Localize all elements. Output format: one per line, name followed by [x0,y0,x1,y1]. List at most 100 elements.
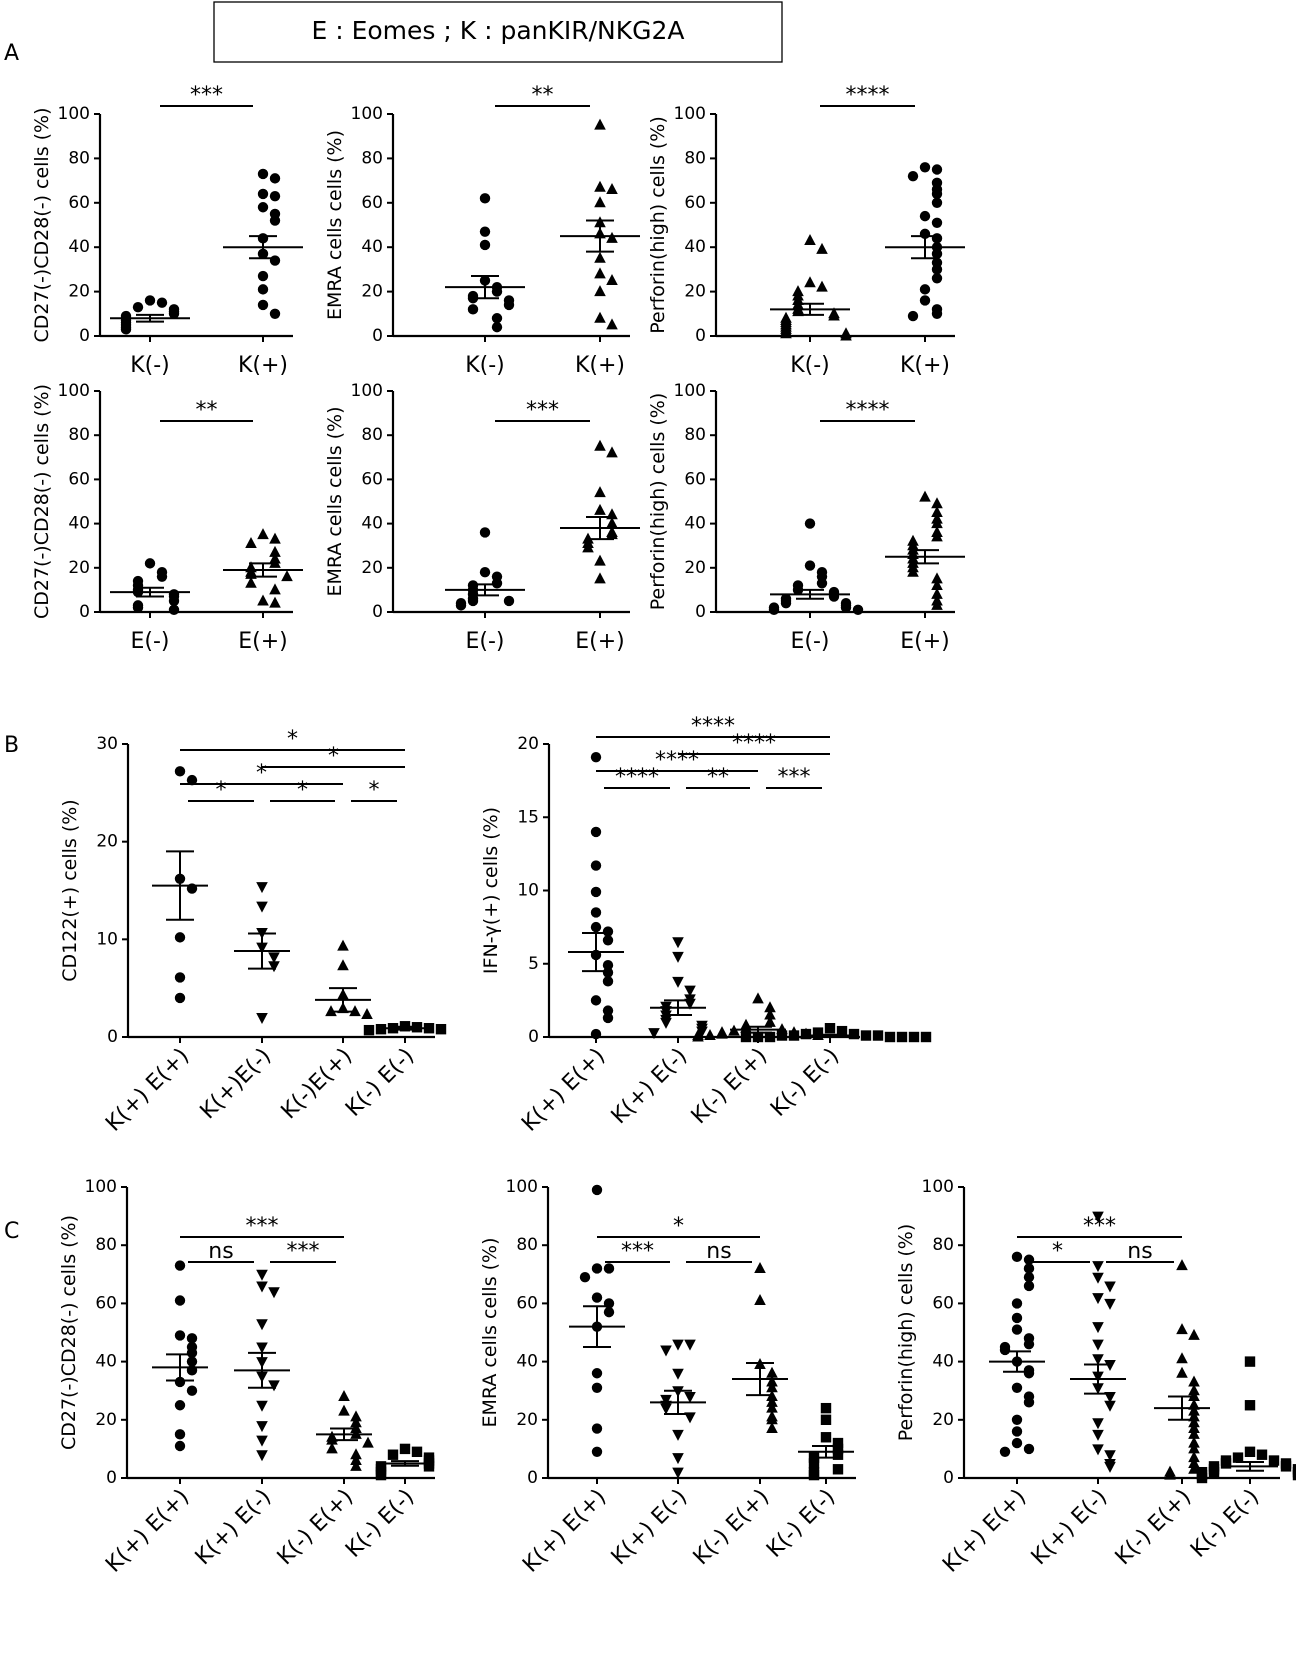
data-point [257,202,269,213]
data-point [931,248,943,260]
data-point [606,182,618,194]
data-point [603,1263,615,1274]
data-point [256,1435,268,1447]
x-category-label: E(+) [900,629,950,654]
y-tick-label: 80 [95,1235,117,1255]
data-point [594,285,606,297]
y-axis-title: EMRA cells cells (%) [324,406,346,596]
data-point [804,234,816,246]
data-point [174,1400,186,1411]
data-point [660,1017,672,1029]
data-point [660,1403,672,1415]
data-point [257,168,269,180]
y-tick-label: 100 [922,1177,954,1197]
data-point [606,231,618,243]
y-tick-label: 60 [361,469,383,489]
y-tick-label: 40 [361,237,383,257]
series-1 [445,527,525,611]
data-point [1188,1422,1200,1434]
data-point [931,517,943,529]
data-point [479,239,491,251]
data-point [1092,1322,1104,1334]
data-point [931,308,943,319]
data-point [606,318,618,330]
data-point [1092,1293,1104,1305]
data-point [931,233,943,244]
data-point [363,1024,375,1036]
series-4 [798,1402,854,1481]
y-tick-label: 60 [95,1293,117,1313]
data-point [411,1446,423,1458]
series-1 [568,751,624,1040]
data-point [780,597,792,609]
y-tick-label: 40 [68,514,90,534]
data-point [269,255,281,266]
data-point [832,1449,844,1460]
significance-label: ** [196,398,218,423]
significance-label: **** [655,748,699,773]
significance-label: ns [1127,1239,1152,1264]
data-point [281,570,293,582]
data-point [884,1031,896,1043]
data-point [836,1025,848,1037]
data-point [338,1404,350,1416]
data-point [1244,1400,1256,1411]
data-point [1188,1410,1200,1422]
data-point [174,932,186,943]
data-point [594,311,606,323]
data-point [684,1339,696,1351]
x-category-label: K(+) [575,353,625,378]
data-point [919,490,931,502]
data-point [602,1005,614,1016]
data-point [1268,1455,1280,1466]
series-2 [885,162,965,322]
data-point [602,976,614,987]
data-point [590,907,602,918]
data-point [269,173,281,184]
series-4 [375,1443,435,1481]
data-point [256,1400,268,1412]
data-point [375,1469,387,1481]
data-point [269,215,281,226]
data-point [812,1027,824,1038]
data-point [1176,1366,1188,1378]
data-point [808,1458,820,1469]
data-point [816,578,828,589]
data-point [579,1272,591,1283]
data-point [766,1381,778,1393]
series-3 [1154,1259,1210,1480]
data-point [590,826,602,838]
data-point [174,1295,186,1306]
data-point [435,1023,447,1035]
data-point [780,327,792,339]
series-2 [648,937,708,1040]
y-tick-label: 40 [684,514,706,534]
y-tick-label: 80 [684,148,706,168]
data-point [1104,1392,1116,1404]
significance-label: **** [846,398,890,423]
data-point [590,860,602,871]
data-point [1011,1251,1023,1263]
data-point [740,1031,752,1043]
data-point [1023,1338,1035,1350]
data-point [1188,1456,1200,1468]
data-point [467,595,479,607]
series-1 [569,1184,625,1458]
y-tick-label: 0 [943,1468,954,1488]
y-tick-label: 15 [517,807,539,827]
data-point [132,301,144,313]
series-1 [445,193,525,333]
data-point [716,1027,728,1039]
data-point [186,774,198,786]
data-point [269,596,281,608]
data-point [1023,1443,1035,1455]
data-point [120,324,132,335]
data-point [361,1008,373,1020]
significance-label: **** [732,731,776,756]
data-point [256,1319,268,1331]
y-axis-title: CD122(+) cells (%) [59,799,81,981]
data-point [479,193,491,204]
data-point [840,602,852,613]
data-point [590,921,602,933]
data-point [1023,1272,1035,1283]
